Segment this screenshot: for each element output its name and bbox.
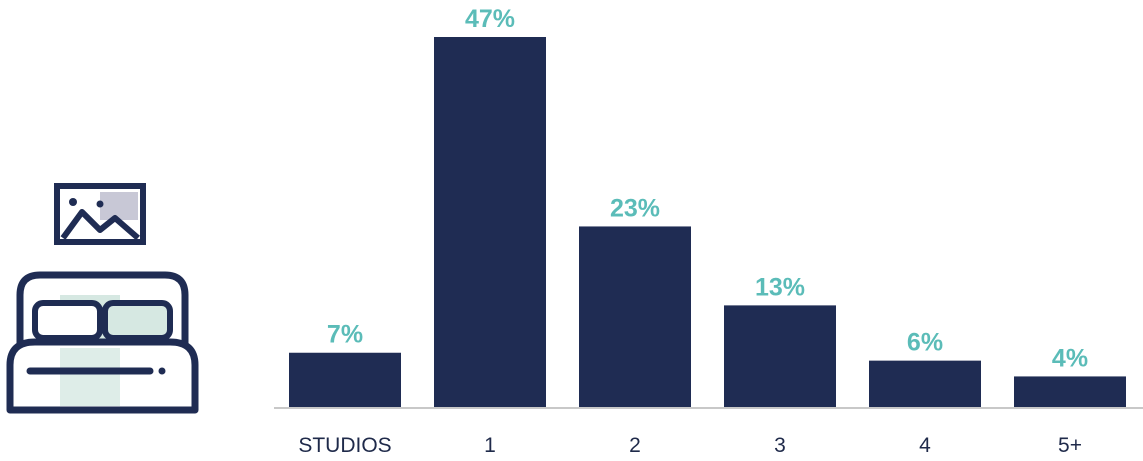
bar-studios: [289, 352, 401, 408]
value-label-studios: 7%: [327, 321, 363, 349]
value-label-2: 23%: [610, 194, 660, 222]
bed-with-picture-icon: [0, 170, 210, 420]
tick-label-2: 2: [629, 434, 641, 457]
tick-label-3: 3: [774, 434, 786, 457]
right-pillow-shape: [102, 300, 173, 341]
value-label-4: 6%: [907, 329, 943, 357]
picture-sun-shape: [69, 198, 77, 206]
picture-mountains-shape: [60, 209, 140, 241]
tick-label-5plus: 5+: [1058, 434, 1082, 457]
tick-label-1: 1: [484, 434, 496, 457]
bar-2: [579, 226, 691, 408]
value-labels-group: 7% 47% 23% 13% 6% 4%: [327, 5, 1088, 372]
blanket-shade-shape: [60, 348, 120, 406]
blanket-dot-shape: [158, 367, 166, 375]
headboard-shape: [16, 271, 189, 349]
picture-dot-shape: [96, 200, 104, 208]
bed-icon-graphic: [6, 183, 199, 414]
tick-labels-group: STUDIOS 1 2 3 4 5+: [298, 434, 1082, 457]
picture-sky-shape: [100, 192, 138, 220]
left-pillow-shape: [32, 300, 103, 341]
bar-3: [724, 305, 836, 408]
bar-5plus: [1014, 376, 1126, 408]
bars-group: [289, 37, 1126, 408]
value-label-1: 47%: [465, 5, 515, 33]
tick-label-4: 4: [919, 434, 931, 457]
value-label-3: 13%: [755, 273, 805, 301]
bar-1: [434, 37, 546, 408]
bar-4: [869, 360, 981, 408]
value-label-5plus: 4%: [1052, 344, 1088, 372]
tick-label-studios: STUDIOS: [298, 434, 391, 457]
